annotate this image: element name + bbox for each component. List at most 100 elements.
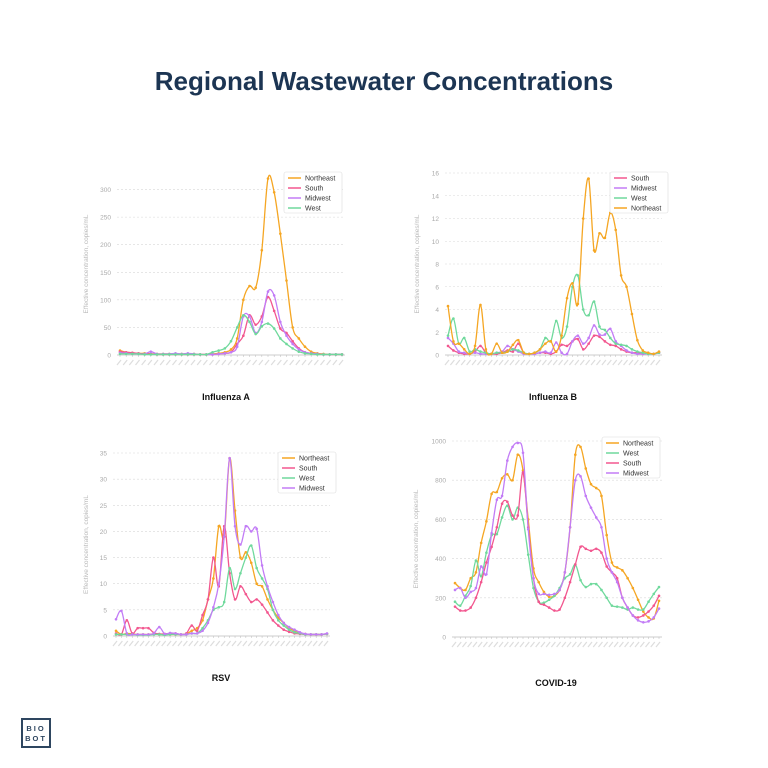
x-tick-label-mark <box>634 641 640 648</box>
y-tick-label: 0 <box>103 634 107 641</box>
x-tick-label-mark <box>320 359 325 366</box>
series-south <box>118 295 344 356</box>
data-point <box>542 592 546 596</box>
data-point <box>260 320 264 324</box>
data-point <box>124 352 128 356</box>
data-point <box>255 582 258 586</box>
data-point <box>615 605 619 608</box>
data-point <box>282 628 286 632</box>
data-point <box>647 620 650 623</box>
x-tick-label-mark <box>139 640 145 647</box>
data-point <box>458 604 462 607</box>
x-tick-label-mark <box>276 359 282 366</box>
x-tick-label-mark <box>307 640 313 647</box>
data-point <box>511 514 514 517</box>
data-point <box>605 557 608 560</box>
data-point <box>549 340 553 343</box>
legend-label: Midwest <box>299 486 325 493</box>
data-point <box>657 585 661 589</box>
data-point <box>161 353 165 356</box>
data-point <box>538 348 542 351</box>
data-point <box>511 478 514 482</box>
x-tick-label-mark <box>568 359 574 366</box>
x-tick-label-mark <box>269 640 275 647</box>
data-point <box>141 633 145 636</box>
x-tick-label-mark <box>141 359 147 366</box>
series-midwest <box>453 441 661 624</box>
data-point <box>479 565 483 568</box>
data-point <box>229 348 233 351</box>
x-tick-label-mark <box>246 359 251 366</box>
series-line <box>454 471 660 619</box>
data-point <box>544 350 547 353</box>
x-tick-label-mark <box>477 641 483 648</box>
data-point <box>495 532 499 536</box>
data-point <box>558 588 561 592</box>
data-point <box>594 547 598 551</box>
data-point <box>174 353 177 356</box>
x-tick-label-mark <box>172 640 177 647</box>
y-tick-label: 30 <box>100 477 108 484</box>
data-point <box>272 309 276 313</box>
data-point <box>587 342 590 345</box>
x-tick-label-mark <box>236 640 242 647</box>
data-point <box>516 514 520 517</box>
legend: South Midwest West Northeast <box>609 171 669 214</box>
data-point <box>474 559 478 562</box>
x-tick-label-mark <box>280 640 286 647</box>
legend-label: Midwest <box>631 186 657 193</box>
y-tick-label: 50 <box>104 325 112 332</box>
data-point <box>249 600 253 604</box>
x-tick-label-mark <box>202 359 208 366</box>
y-axis-label: Effective concentration, copies/mL <box>83 495 90 594</box>
data-point <box>576 337 580 341</box>
data-point <box>554 319 558 323</box>
data-point <box>495 351 498 355</box>
x-tick-label-mark <box>514 641 520 648</box>
data-point <box>500 351 504 355</box>
chart-title-influenza-a: Influenza A <box>202 392 250 402</box>
legend-box <box>283 171 343 214</box>
series-midwest <box>118 288 344 356</box>
data-point <box>533 351 536 355</box>
data-point <box>303 345 307 349</box>
x-tick-label-mark <box>639 641 645 648</box>
data-point <box>521 451 525 455</box>
data-point <box>469 606 472 609</box>
data-point <box>453 588 457 592</box>
x-tick-label-mark <box>313 359 319 366</box>
x-tick-label-mark <box>215 359 221 366</box>
x-tick-label-mark <box>552 359 558 366</box>
x-tick-label-mark <box>193 640 199 647</box>
data-point <box>340 353 344 356</box>
data-point <box>303 352 307 355</box>
data-point <box>297 348 301 351</box>
data-point <box>222 600 226 604</box>
chart-title-influenza-b: Influenza B <box>528 392 578 402</box>
y-axis-label: Effective concentration, copies/mL <box>413 489 420 588</box>
y-tick-label: 12 <box>432 216 440 223</box>
data-point <box>293 631 296 634</box>
x-tick-label-mark <box>514 359 520 366</box>
data-point <box>506 500 509 504</box>
data-point <box>155 353 159 356</box>
data-point <box>532 586 535 590</box>
legend-box <box>601 436 661 479</box>
data-point <box>285 279 288 282</box>
x-tick-label-mark <box>147 359 153 366</box>
data-point <box>489 352 493 356</box>
data-point <box>287 628 291 632</box>
x-tick-label-mark <box>487 359 493 366</box>
data-point <box>568 525 572 529</box>
series-south <box>453 471 661 619</box>
data-point <box>255 527 258 531</box>
data-point <box>511 445 514 449</box>
x-tick-label-mark <box>563 359 569 366</box>
x-tick-label-mark <box>182 640 188 647</box>
x-tick-label-mark <box>540 641 546 648</box>
legend-box <box>609 171 669 214</box>
x-tick-label-mark <box>231 640 237 647</box>
data-point <box>279 337 282 340</box>
data-point <box>500 502 504 506</box>
data-point <box>614 342 618 345</box>
